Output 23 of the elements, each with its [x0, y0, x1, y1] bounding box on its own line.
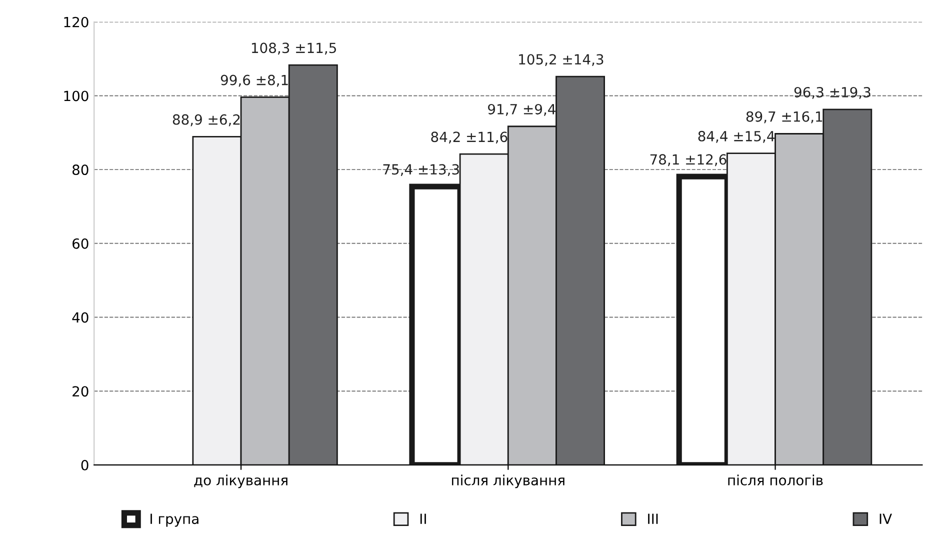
data-label: 99,6 ±8,1 — [220, 74, 288, 87]
data-label: 78,1 ±12,6 — [650, 154, 726, 166]
x-tick-label: після лікування — [452, 474, 564, 488]
y-tick-label: 0 — [81, 460, 88, 470]
data-label: 105,2 ±14,3 — [519, 54, 604, 66]
y-tick-label: 60 — [72, 238, 88, 249]
y-tick-label: 120 — [64, 16, 88, 28]
legend-label: IV — [880, 514, 892, 524]
x-tick-label: після пологів — [728, 474, 823, 486]
y-tick-label: 100 — [64, 90, 88, 102]
y-tick-label: 20 — [72, 386, 88, 397]
data-label: 84,2 ±11,6 — [431, 132, 508, 144]
legend-label: II — [420, 514, 426, 524]
data-label: 88,9 ±6,2 — [172, 114, 240, 126]
data-label: 89,7 ±16,1 — [746, 111, 822, 124]
data-label: 84,4 ±15,4 — [698, 130, 774, 143]
data-label: 108,3 ±11,5 — [252, 42, 336, 55]
y-tick-label: 40 — [72, 312, 88, 323]
y-tick-label: 80 — [72, 164, 88, 176]
data-label: 91,7 ±9,4 — [488, 104, 556, 116]
legend-label: III — [648, 514, 658, 524]
x-tick-label: до лікування — [194, 474, 288, 488]
legend-label: I група — [150, 514, 198, 527]
